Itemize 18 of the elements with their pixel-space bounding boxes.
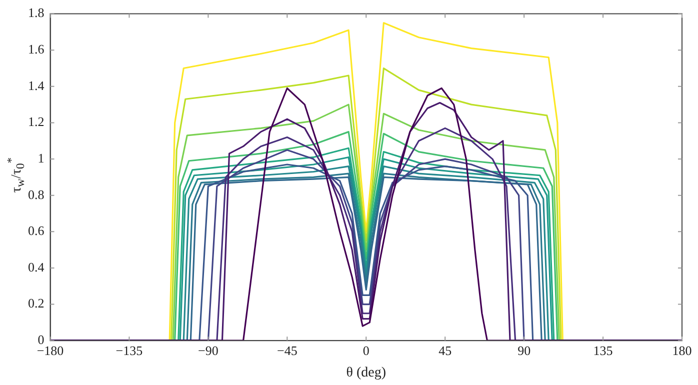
y-tick-label: 0.4 (28, 259, 45, 274)
x-axis-title: θ (deg) (346, 365, 386, 380)
x-tick-label: 180 (672, 342, 692, 358)
x-tick-label: −45 (276, 342, 298, 358)
x-tick-label: −90 (198, 342, 218, 358)
y-tick-label: 0.2 (28, 296, 44, 311)
y-tick-label: 1.6 (28, 42, 45, 57)
y-tick-label: 1.4 (28, 78, 45, 93)
y-tick-label: 0.6 (28, 223, 45, 238)
x-tick-label: −135 (116, 342, 143, 358)
x-tick-label: 90 (518, 342, 531, 358)
x-tick-label: 0 (362, 342, 370, 358)
y-tick-label: 1.8 (28, 5, 44, 20)
y-tick-label: 1.2 (28, 114, 44, 130)
y-tick-label: 0.8 (28, 186, 44, 202)
x-tick-label: 135 (593, 342, 613, 358)
x-tick-label: 45 (438, 342, 452, 358)
y-tick-label: 1 (38, 150, 44, 166)
